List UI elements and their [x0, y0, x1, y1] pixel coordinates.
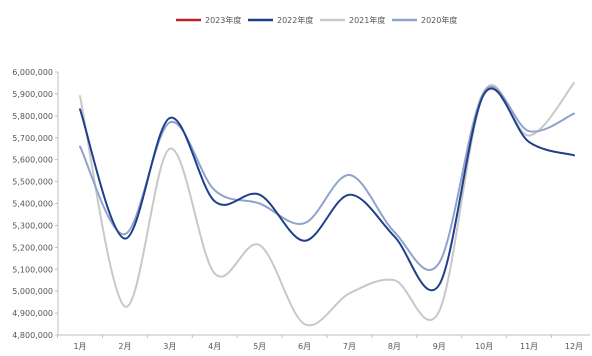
x-axis: 1月 2月 3月 4月 5月 6月 7月 8月 9月 10月 11月 12月: [57, 334, 590, 351]
y-tick-label: 5,500,000: [12, 178, 53, 187]
legend-label: 2020年度: [421, 15, 457, 25]
x-tick-label: 9月: [433, 342, 446, 351]
x-tick-label: 12月: [565, 342, 583, 351]
legend: 2023年度 2022年度 2021年度 2020年度: [176, 15, 457, 25]
y-tick-label: 5,200,000: [12, 243, 53, 252]
x-tick-label: 5月: [253, 342, 266, 351]
x-tick-label: 7月: [343, 342, 356, 351]
x-tick-label: 11月: [520, 342, 538, 351]
y-axis: 6,000,000 5,900,000 5,800,000 5,700,000 5,60…: [12, 68, 59, 340]
legend-label: 2023年度: [205, 15, 241, 25]
legend-label: 2021年度: [349, 15, 385, 25]
x-tick-label: 10月: [475, 342, 493, 351]
legend-label: 2022年度: [277, 15, 313, 25]
series-line-2021年度: [79, 82, 575, 327]
y-tick-label: 6,000,000: [12, 68, 53, 77]
x-tick-label: 8月: [388, 342, 401, 351]
y-tick-label: 5,700,000: [12, 134, 53, 143]
x-tick-label: 6月: [298, 342, 311, 351]
y-tick-label: 4,800,000: [12, 331, 53, 340]
series-line-2020年度: [79, 85, 575, 271]
x-tick-label: 3月: [163, 342, 176, 351]
y-tick-label: 4,900,000: [12, 309, 53, 318]
x-tick-label: 1月: [73, 342, 86, 351]
y-tick-label: 5,300,000: [12, 221, 53, 230]
x-tick-label: 4月: [208, 342, 221, 351]
x-tick-label: 2月: [118, 342, 131, 351]
y-tick-label: 5,400,000: [12, 200, 53, 209]
y-tick-label: 5,600,000: [12, 156, 53, 165]
series-line-2022年度: [79, 87, 575, 292]
y-tick-label: 5,100,000: [12, 265, 53, 274]
series-lines: [79, 82, 575, 327]
y-tick-label: 5,800,000: [12, 112, 53, 121]
y-tick-label: 5,900,000: [12, 90, 53, 99]
y-tick-label: 5,000,000: [12, 287, 53, 296]
